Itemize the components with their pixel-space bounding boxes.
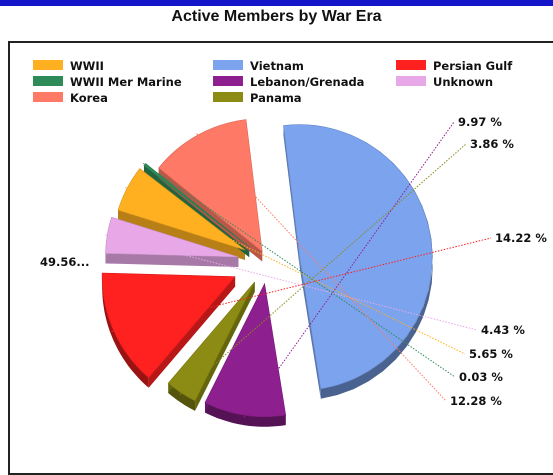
slice-side-persian-gulf — [102, 273, 149, 388]
legend-swatch-unknown — [396, 76, 426, 86]
slice-wwii — [117, 168, 246, 251]
leader-line-lebanon-grenada — [243, 121, 455, 418]
data-label-persian-gulf: 14.22 % — [495, 231, 547, 245]
slice-side-unknown-wall-a — [105, 253, 239, 268]
slice-vietnam — [283, 124, 433, 390]
slice-side-vietnam-wall-a — [283, 125, 300, 268]
legend-label-unknown: Unknown — [433, 75, 493, 89]
data-label-korea: 12.28 % — [450, 394, 502, 408]
slice-side-wwii-wall-a — [118, 210, 245, 260]
pie-chart: WWII Vietnam Persian Gulf WWII Mer Marine Le… — [33, 59, 547, 427]
slice-panama — [167, 281, 255, 402]
slice-side-panama — [168, 383, 195, 411]
leader-line-korea — [196, 133, 447, 402]
chart-title: Active Members by War Era — [171, 8, 382, 25]
data-label-wwii-mer-marine: 0.03 % — [459, 370, 503, 384]
slice-wwii-mer-marine — [143, 163, 250, 248]
slice-lebanon-grenada — [204, 282, 287, 418]
slice-korea — [158, 119, 263, 253]
legend-label-panama: Panama — [250, 91, 302, 105]
legend-swatch-wwii — [33, 60, 63, 70]
legend-label-wwii: WWII — [70, 59, 104, 73]
leader-line-wwii — [125, 186, 466, 355]
top-accent-bar — [0, 0, 553, 6]
legend-label-vietnam: Vietnam — [250, 59, 304, 73]
slice-side-korea-wall-a — [158, 167, 263, 262]
slice-side-persian-gulf-wall-a — [148, 276, 236, 388]
legend-swatch-korea — [33, 92, 63, 102]
leader-line-unknown — [105, 234, 478, 331]
data-label-unknown: 4.43 % — [481, 323, 525, 337]
slice-side-panama-wall-a — [195, 281, 255, 411]
data-label-panama: 3.86 % — [470, 137, 514, 151]
legend-label-lebanon-grenada: Lebanon/Grenada — [250, 75, 364, 89]
legend-label-persian-gulf: Persian Gulf — [433, 59, 513, 73]
slice-persian-gulf — [101, 272, 236, 379]
legend-label-korea: Korea — [70, 91, 108, 105]
data-label-vietnam: 49.56... — [40, 255, 89, 269]
slice-unknown — [105, 216, 239, 258]
legend-swatch-panama — [213, 92, 243, 102]
leader-line-panama — [179, 143, 467, 395]
legend-label-wwii-mer-marine: WWII Mer Marine — [70, 75, 182, 89]
slice-side-vietnam-wall-b — [299, 257, 321, 399]
slice-side-lebanon-grenada — [205, 402, 286, 427]
data-label-lebanon-grenada: 9.97 % — [458, 115, 502, 129]
legend-swatch-persian-gulf — [396, 60, 426, 70]
data-label-wwii: 5.65 % — [469, 347, 513, 361]
legend-swatch-vietnam — [213, 60, 243, 70]
legend-swatch-lebanon-grenada — [213, 76, 243, 86]
legend-swatch-wwii-mer-marine — [33, 76, 63, 86]
